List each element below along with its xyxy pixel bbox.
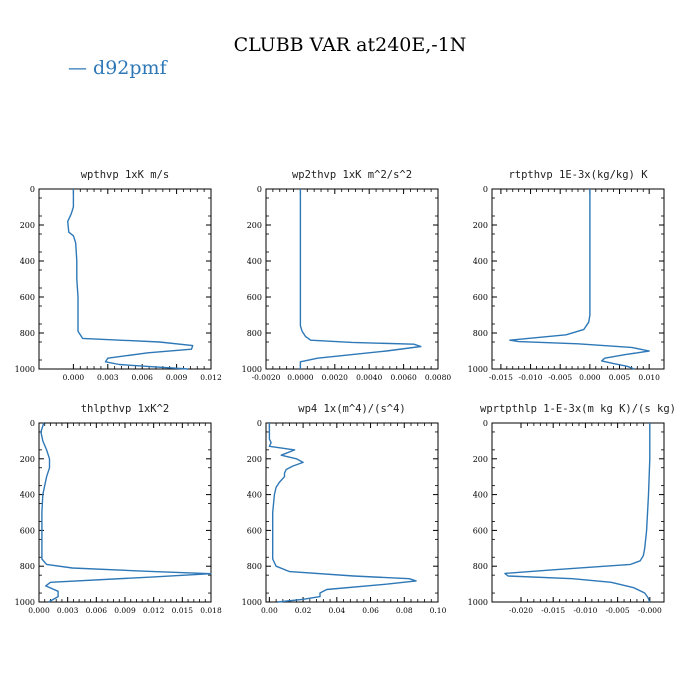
x-tick-label: 0.0000: [287, 373, 313, 382]
x-tick-label: 0.006: [131, 373, 153, 382]
x-tick-label: -0.010: [573, 606, 597, 615]
panel-title: wprtpthlp 1-E-3x(m kg K)/(s kg): [480, 403, 676, 415]
y-tick-label: 0: [257, 185, 262, 194]
x-tick-label: 0.018: [200, 606, 222, 615]
y-tick-label: 0: [30, 185, 35, 194]
y-tick-label: 200: [473, 221, 488, 230]
x-tick-label: -0.015: [489, 373, 513, 382]
x-tick-label: -0.005: [548, 373, 572, 382]
y-tick-label: 600: [473, 293, 488, 302]
y-tick-label: 1000: [15, 598, 35, 607]
panel-title: rtpthvp 1E-3x(kg/kg) K: [508, 169, 648, 181]
panel-title: thlpthvp 1xK^2: [81, 403, 170, 415]
x-tick-label: 0.00: [261, 606, 278, 615]
plot-frame: [491, 422, 665, 603]
y-tick-label: 200: [247, 221, 262, 230]
y-tick-label: 800: [473, 562, 488, 571]
x-tick-label: 0.0040: [356, 373, 382, 382]
y-tick-label: 0: [30, 419, 35, 428]
x-tick-label: -0.000: [638, 606, 662, 615]
x-tick-label: -0.005: [606, 606, 630, 615]
y-tick-label: 600: [473, 526, 488, 535]
panel-title: wpthvp 1xK m/s: [81, 169, 170, 181]
y-tick-label: 600: [20, 293, 35, 302]
y-tick-label: 400: [247, 257, 262, 266]
legend-line-icon: —: [68, 57, 87, 79]
y-tick-label: 1000: [242, 365, 262, 374]
panel-title: wp4 1x(m^4)/(s^4): [298, 403, 405, 415]
panel-title: wp2thvp 1xK m^2/s^2: [292, 169, 412, 181]
y-tick-label: 1000: [242, 598, 262, 607]
y-tick-label: 800: [473, 329, 488, 338]
x-tick-label: 0.04: [328, 606, 345, 615]
x-tick-label: 0.0060: [390, 373, 416, 382]
y-tick-label: 200: [247, 455, 262, 464]
x-tick-label: 0.02: [295, 606, 312, 615]
y-tick-label: 400: [473, 257, 488, 266]
y-tick-label: 0: [257, 419, 262, 428]
x-tick-label: -0.020: [509, 606, 533, 615]
panel-1: wpthvp 1xK m/s 0 200 400 600 800 1000 0.000 0.00…: [15, 169, 222, 382]
series-line: [40, 422, 212, 603]
legend: — d92pmf: [68, 57, 167, 79]
y-tick-label: 200: [473, 455, 488, 464]
y-tick-label: 600: [247, 526, 262, 535]
series-line: [66, 189, 194, 370]
x-tick-label: 0.012: [143, 606, 165, 615]
y-tick-label: 800: [20, 562, 35, 571]
plot-frame: [265, 422, 439, 603]
x-tick-label: 0.0020: [322, 373, 348, 382]
panel-2: wp2thvp 1xK m^2/s^2 0 200 400 600 800 1000-0.0…: [242, 169, 452, 382]
panel-6: wprtpthlp 1-E-3x(m kg K)/(s kg) 0 200 400 60…: [468, 403, 676, 615]
x-tick-label: 0.015: [172, 606, 194, 615]
x-tick-label: 0.006: [86, 606, 108, 615]
x-tick-label: 0.000: [579, 373, 601, 382]
x-tick-label: 0.10: [430, 606, 447, 615]
x-tick-label: 0.08: [396, 606, 413, 615]
y-tick-label: 800: [20, 329, 35, 338]
x-tick-label: 0.009: [114, 606, 136, 615]
x-tick-label: -0.0020: [252, 373, 281, 382]
figure-title: CLUBB VAR at240E,-1N: [233, 34, 467, 56]
x-tick-label: -0.015: [541, 606, 565, 615]
y-tick-label: 1000: [15, 365, 35, 374]
x-tick-label: 0.012: [200, 373, 222, 382]
y-tick-label: 600: [247, 293, 262, 302]
y-tick-label: 200: [20, 221, 35, 230]
y-tick-label: 800: [247, 562, 262, 571]
y-tick-label: 200: [20, 455, 35, 464]
y-tick-label: 400: [247, 491, 262, 500]
series-line: [299, 189, 422, 369]
y-tick-label: 1000: [468, 365, 488, 374]
x-tick-label: 0.000: [28, 606, 50, 615]
series-line: [504, 423, 651, 603]
y-tick-label: 400: [20, 491, 35, 500]
x-tick-label: 0.000: [63, 373, 85, 382]
y-tick-label: 600: [20, 526, 35, 535]
y-tick-label: 0: [483, 419, 488, 428]
panel-3: rtpthvp 1E-3x(kg/kg) K02004006008001000-…: [468, 169, 665, 382]
x-tick-label: 0.010: [638, 373, 660, 382]
x-tick-label: 0.003: [97, 373, 119, 382]
legend-label: d92pmf: [93, 57, 167, 79]
x-tick-label: 0.005: [609, 373, 631, 382]
y-tick-label: 1000: [468, 598, 488, 607]
y-tick-label: 0: [483, 185, 488, 194]
plot-frame: [265, 188, 439, 370]
series-line: [268, 423, 417, 603]
x-tick-label: 0.0080: [425, 373, 451, 382]
y-tick-label: 400: [20, 257, 35, 266]
y-tick-label: 800: [247, 329, 262, 338]
y-tick-label: 400: [473, 491, 488, 500]
x-tick-label: 0.009: [166, 373, 188, 382]
x-tick-label: 0.003: [57, 606, 79, 615]
x-tick-label: 0.06: [362, 606, 379, 615]
plot-frame: [38, 188, 212, 370]
series-line: [509, 189, 650, 370]
x-tick-label: -0.010: [519, 373, 543, 382]
